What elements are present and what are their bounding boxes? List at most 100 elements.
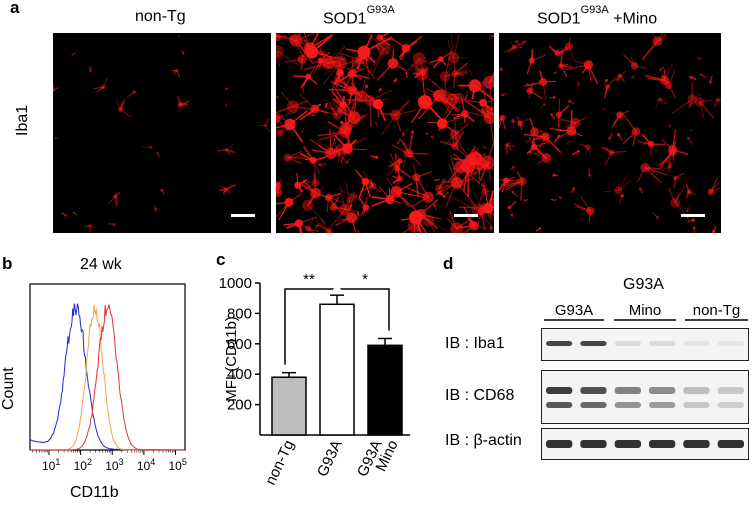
microglia-cell xyxy=(314,51,330,71)
microglia-cell xyxy=(153,204,158,211)
micrograph-sod1-cells xyxy=(276,33,494,233)
microglia-cell xyxy=(504,141,516,156)
microglia-cell xyxy=(276,111,298,133)
microglia-cell xyxy=(464,94,468,101)
wb-group-label: Mino xyxy=(629,302,662,319)
microglia-cell xyxy=(604,78,608,86)
microglia-cell xyxy=(178,34,182,38)
microglia-cell xyxy=(565,60,599,85)
microglia-cell xyxy=(301,127,305,133)
microglia-cell xyxy=(177,95,190,113)
bar xyxy=(271,376,307,436)
significance-label: ** xyxy=(303,271,315,288)
microglia-cell xyxy=(449,179,494,231)
microglia-cell xyxy=(550,37,575,62)
microglia-cell xyxy=(652,212,659,219)
microglia-cell xyxy=(376,48,407,81)
microglia-cell xyxy=(399,135,429,166)
wb-band xyxy=(546,402,573,408)
microglia-cell xyxy=(431,135,433,140)
microglia-cell xyxy=(283,150,305,164)
microglia-cell xyxy=(357,230,360,233)
microglia-cell xyxy=(465,100,494,148)
significance-bracket xyxy=(340,288,390,331)
flow-histogram-curve xyxy=(29,303,185,451)
micrograph-non-tg xyxy=(53,33,271,233)
microglia-cell xyxy=(433,203,437,211)
microglia-cell xyxy=(523,132,562,154)
microglia-cell xyxy=(298,228,303,231)
microglia-cell xyxy=(375,44,380,50)
microglia-cell xyxy=(687,218,695,223)
microglia-cell xyxy=(483,71,494,112)
y-tick-label: 400 xyxy=(227,366,252,383)
microglia-cell xyxy=(334,69,344,88)
wb-blot-cd68 xyxy=(541,370,749,424)
wb-bands-cd68 xyxy=(546,387,744,408)
microglia-cell xyxy=(358,196,370,217)
scale-bar xyxy=(681,214,705,217)
microglia-cell xyxy=(588,167,592,177)
flow-histogram-curve xyxy=(30,304,185,451)
significance-bracket xyxy=(284,288,334,365)
microglia-cell xyxy=(302,186,327,224)
microglia-cell xyxy=(370,155,379,159)
microglia-cell xyxy=(333,135,368,164)
microglia-cell xyxy=(434,176,463,208)
microglia-cell xyxy=(301,173,321,205)
microglia-cell xyxy=(357,211,360,217)
microglia-cell xyxy=(516,116,530,131)
col-label-text: SOD1 xyxy=(537,10,581,28)
microglia-cell xyxy=(370,178,374,186)
micrograph-sod1 xyxy=(276,33,494,233)
microglia-cell xyxy=(435,177,450,193)
microglia-cell xyxy=(142,145,153,150)
microglia-cell xyxy=(378,88,382,92)
wb-group-label: G93A xyxy=(555,302,593,319)
microglia-cell xyxy=(127,90,136,98)
microglia-cell xyxy=(641,33,668,61)
microglia-cell xyxy=(631,75,636,79)
microglia-cell xyxy=(411,68,443,124)
microglia-cell xyxy=(338,52,376,80)
microglia-cell xyxy=(465,91,469,95)
microglia-cell xyxy=(686,207,689,212)
microglia-cell xyxy=(659,66,665,71)
microglia-cell xyxy=(566,141,570,144)
microglia-cell xyxy=(405,72,408,78)
microglia-cell xyxy=(667,185,693,222)
microglia-cell xyxy=(378,100,417,136)
microglia-cell xyxy=(437,191,446,198)
microglia-cell xyxy=(217,144,235,156)
microglia-cell xyxy=(258,117,271,133)
microglia-cell xyxy=(548,45,569,56)
microglia-cell xyxy=(276,45,299,67)
microglia-cell xyxy=(668,122,672,128)
microglia-cell xyxy=(340,120,349,127)
y-tick-label: 200 xyxy=(227,397,252,414)
microglia-cell xyxy=(299,93,328,121)
microglia-cell xyxy=(511,116,515,123)
microglia-cell xyxy=(343,182,354,218)
microglia-cell xyxy=(639,187,643,194)
flow-tick-label: 105 xyxy=(169,457,187,473)
microglia-cell xyxy=(448,154,476,206)
wb-band xyxy=(683,440,710,448)
microglia-cell xyxy=(528,143,552,165)
microglia-cell xyxy=(401,131,405,136)
flow-tick-label: 102 xyxy=(74,457,92,473)
microglia-cell xyxy=(521,40,525,47)
micrograph-sod1-mino xyxy=(499,33,721,233)
microglia-cell xyxy=(622,114,641,147)
microglia-cell xyxy=(72,211,78,216)
microglia-cell xyxy=(695,97,715,119)
microglia-cell xyxy=(359,169,382,193)
microglia-cell xyxy=(406,177,434,207)
microglia-cell xyxy=(481,184,488,188)
microglia-cell xyxy=(579,143,591,156)
microglia-cell xyxy=(611,110,630,128)
wb-band xyxy=(717,402,744,408)
microglia-cell xyxy=(350,218,354,223)
microglia-cell xyxy=(504,40,527,53)
